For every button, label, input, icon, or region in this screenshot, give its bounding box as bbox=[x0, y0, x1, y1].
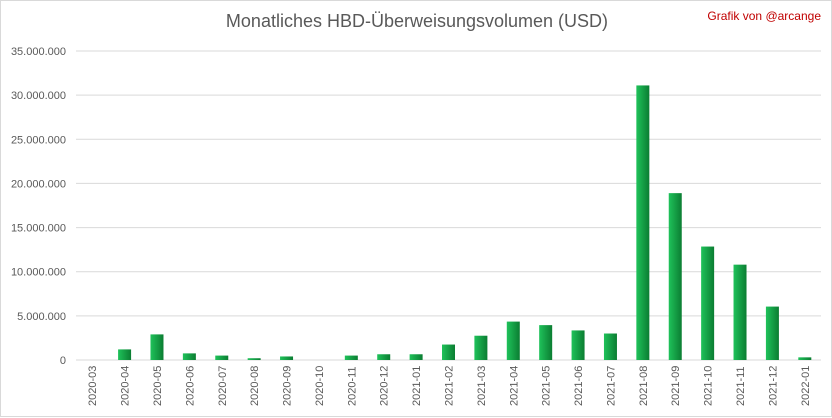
bar-2021-12 bbox=[765, 306, 779, 360]
x-tick-label: 2021-07 bbox=[605, 366, 617, 406]
x-tick-label: 2021-11 bbox=[735, 366, 747, 406]
y-tick-label: 25.000.000 bbox=[11, 134, 66, 146]
x-tick-label: 2020-04 bbox=[120, 366, 132, 406]
x-tick-label: 2020-08 bbox=[249, 366, 261, 406]
bar-2021-04 bbox=[506, 321, 520, 360]
x-tick-label: 2021-12 bbox=[767, 366, 779, 406]
x-tick-label: 2020-12 bbox=[379, 366, 391, 406]
x-tick-label: 2021-06 bbox=[573, 366, 585, 406]
bar-2021-05 bbox=[539, 325, 553, 360]
bar-2021-02 bbox=[442, 344, 455, 360]
x-tick-label: 2020-10 bbox=[314, 366, 326, 406]
x-tick-label: 2021-01 bbox=[411, 366, 423, 406]
x-tick-label: 2021-03 bbox=[476, 366, 488, 406]
x-axis: 2020-03 2020-04 2020-05 2020-06 2020-07 2020-… bbox=[87, 366, 812, 406]
x-tick-label: 2021-10 bbox=[703, 366, 715, 406]
x-tick-label: 2020-06 bbox=[184, 366, 196, 406]
bar-2020-06 bbox=[182, 353, 196, 360]
bar-2020-08 bbox=[247, 358, 261, 360]
y-tick-label: 0 bbox=[60, 355, 66, 367]
bar-2020-09 bbox=[280, 356, 294, 360]
x-tick-label: 2021-04 bbox=[508, 366, 520, 406]
x-tick-label: 2020-05 bbox=[152, 366, 164, 406]
x-tick-label: 2020-11 bbox=[346, 366, 358, 406]
bar-2020-04 bbox=[118, 349, 132, 360]
y-tick-label: 5.000.000 bbox=[17, 311, 66, 323]
y-tick-label: 15.000.000 bbox=[11, 223, 66, 235]
x-tick-label: 2021-02 bbox=[444, 366, 456, 406]
bar-2021-09 bbox=[668, 193, 682, 360]
x-tick-label: 2021-09 bbox=[670, 366, 682, 406]
bar-2021-08 bbox=[636, 85, 650, 360]
y-tick-label: 35.000.000 bbox=[11, 46, 66, 58]
bar-2020-07 bbox=[215, 355, 229, 360]
x-tick-label: 2022-01 bbox=[800, 366, 812, 406]
chart-title: Monatliches HBD-Überweisungsvolumen (USD… bbox=[225, 11, 609, 31]
bar-2021-01 bbox=[409, 354, 423, 360]
chart-credit: Grafik von @arcange bbox=[707, 9, 821, 23]
bar-2020-12 bbox=[377, 354, 391, 360]
bars bbox=[118, 85, 812, 360]
gridlines bbox=[76, 50, 821, 361]
bar-2021-10 bbox=[701, 246, 715, 360]
y-tick-label: 20.000.000 bbox=[11, 178, 66, 190]
y-tick-label: 10.000.000 bbox=[11, 267, 66, 279]
bar-2020-05 bbox=[150, 334, 164, 360]
x-tick-label: 2020-03 bbox=[87, 366, 99, 406]
x-tick-label: 2021-05 bbox=[541, 366, 553, 406]
bar-2021-03 bbox=[474, 335, 488, 360]
bar-2021-06 bbox=[571, 330, 585, 360]
x-tick-label: 2020-07 bbox=[217, 366, 229, 406]
x-tick-label: 2020-09 bbox=[282, 366, 294, 406]
y-tick-label: 30.000.000 bbox=[11, 90, 66, 102]
bar-2020-11 bbox=[344, 355, 358, 360]
x-tick-label: 2021-08 bbox=[638, 366, 650, 406]
bar-2022-01 bbox=[798, 357, 812, 360]
bar-2021-07 bbox=[603, 333, 617, 360]
bar-2021-11 bbox=[733, 264, 747, 360]
y-axis: 0 5.000.000 10.000.000 15.000.000 20.000.000… bbox=[11, 46, 66, 367]
